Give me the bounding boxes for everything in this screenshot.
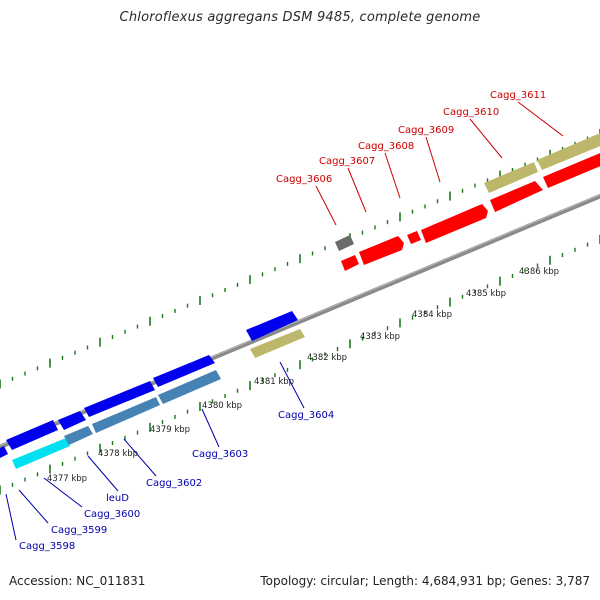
outer-tick-track: [0, 128, 600, 389]
gene-cagg-3599[interactable]: [6, 420, 70, 469]
leader-line: [384, 152, 401, 199]
gene-cagg-3606[interactable]: [335, 235, 359, 271]
leader-line: [123, 438, 157, 477]
gene-label[interactable]: Cagg_3610: [443, 107, 499, 118]
leader-line: [469, 118, 503, 159]
scale-label: 4385 kbp: [466, 289, 506, 299]
gene-cagg-3609[interactable]: [421, 204, 488, 243]
leader-line: [87, 455, 119, 492]
gene-label[interactable]: Cagg_3606: [276, 174, 332, 185]
gene-leud[interactable]: [84, 381, 155, 417]
leader-line: [517, 101, 564, 137]
gene-cagg-3600[interactable]: [58, 411, 93, 445]
gene-label[interactable]: leuD: [106, 493, 129, 504]
scale-label: 4383 kbp: [360, 332, 400, 342]
scale-label: 4382 kbp: [307, 353, 347, 363]
leader-line: [201, 408, 220, 448]
leader-line: [347, 167, 367, 213]
gene-cagg-3608[interactable]: [407, 231, 421, 244]
genome-summary: Topology: circular; Length: 4,684,931 bp…: [260, 574, 590, 588]
scale-label: 4384 kbp: [412, 310, 452, 320]
gene-cagg-3607[interactable]: [359, 236, 404, 265]
accession-label: Accession: NC_011831: [9, 574, 146, 588]
leader-line: [425, 136, 441, 183]
scale-label: 4377 kbp: [47, 474, 87, 484]
gene-label[interactable]: Cagg_3602: [146, 478, 202, 489]
gene-cagg-3603[interactable]: [153, 355, 221, 404]
gene-labels: Cagg_3606 Cagg_3607 Cagg_3608 Cagg_3609 Cagg…: [19, 90, 546, 552]
gene-label[interactable]: Cagg_3600: [84, 509, 140, 520]
scale-label: 4386 kbp: [519, 267, 559, 277]
forward-genes: [335, 131, 600, 271]
gene-label[interactable]: Cagg_3604: [278, 410, 334, 421]
leader-line: [43, 477, 83, 508]
leader-line: [5, 493, 17, 541]
scale-label: 4379 kbp: [150, 425, 190, 435]
scale-label: 4380 kbp: [202, 401, 242, 411]
scale-label: 4378 kbp: [98, 449, 138, 459]
gene-label[interactable]: Cagg_3609: [398, 125, 454, 136]
map-title: Chloroflexus aggregans DSM 9485, complet…: [119, 10, 481, 25]
gene-cagg-3598[interactable]: [0, 446, 8, 458]
gene-label[interactable]: Cagg_3603: [192, 449, 248, 460]
gene-label[interactable]: Cagg_3608: [358, 141, 414, 152]
kbp-scale: 4377 kbp 4378 kbp 4379 kbp 4380 kbp 4381 kbp…: [47, 267, 559, 484]
gene-cagg-3611[interactable]: [537, 131, 600, 188]
leader-line: [315, 185, 337, 226]
leader-line: [18, 489, 49, 524]
gene-label[interactable]: Cagg_3607: [319, 156, 375, 167]
scale-label: 4381 kbp: [254, 377, 294, 387]
label-leader-lines: [5, 101, 564, 541]
gene-cagg-3610[interactable]: [484, 162, 543, 212]
gene-label[interactable]: Cagg_3599: [51, 525, 107, 536]
inner-tick-track: [0, 234, 600, 495]
reverse-genes: [0, 311, 305, 469]
gene-label[interactable]: Cagg_3598: [19, 541, 75, 552]
gene-label[interactable]: Cagg_3611: [490, 90, 546, 101]
gene-cagg-3604[interactable]: [246, 311, 305, 358]
leader-line: [279, 361, 305, 409]
gene-cagg-3602[interactable]: [92, 397, 160, 433]
